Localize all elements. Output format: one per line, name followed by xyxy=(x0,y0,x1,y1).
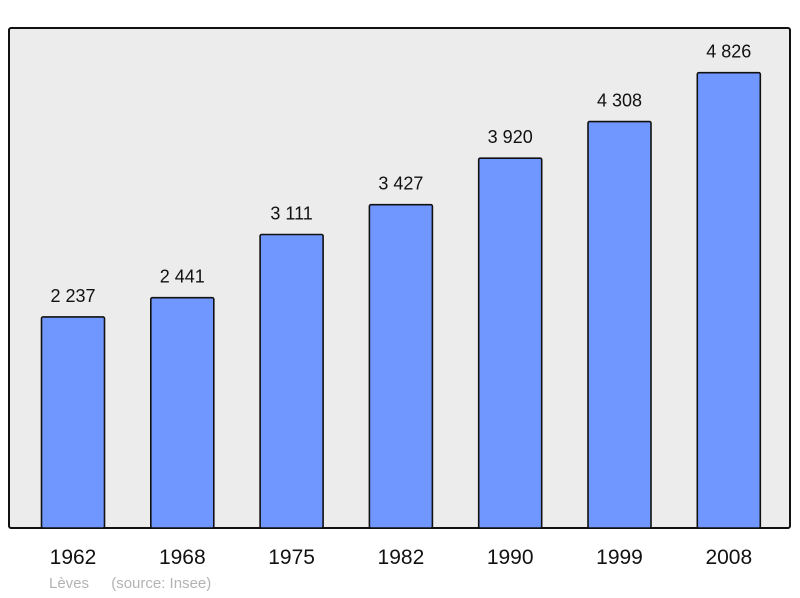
data-label-1968: 2 441 xyxy=(160,267,205,287)
place-name: Lèves xyxy=(49,575,90,592)
bar-1968 xyxy=(150,296,215,529)
bar-1990 xyxy=(477,157,543,529)
data-label-1975: 3 111 xyxy=(270,204,312,224)
bar-1975 xyxy=(259,233,324,529)
x-tick-label: 1982 xyxy=(378,546,425,569)
x-tick-label: 2008 xyxy=(705,546,752,569)
data-label-1999: 4 308 xyxy=(597,91,642,111)
data-label-1962: 2 237 xyxy=(50,286,95,306)
data-label-2008: 4 826 xyxy=(706,42,751,62)
bar-1962 xyxy=(40,316,106,529)
x-tick-label: 1968 xyxy=(159,546,206,569)
x-tick-label: 1999 xyxy=(596,546,643,569)
source-note: (source: Insee) xyxy=(111,575,212,592)
bar-1982 xyxy=(368,203,434,529)
data-label-1982: 3 427 xyxy=(378,174,423,194)
x-tick-label: 1990 xyxy=(487,546,534,569)
x-tick-label: 1975 xyxy=(268,546,315,569)
chart-footer: Lèves (source: Insee) xyxy=(49,575,229,592)
bar-1999 xyxy=(587,120,652,529)
data-label-1990: 3 920 xyxy=(488,127,533,147)
x-tick-label: 1962 xyxy=(50,546,97,569)
bar-2008 xyxy=(696,71,762,529)
